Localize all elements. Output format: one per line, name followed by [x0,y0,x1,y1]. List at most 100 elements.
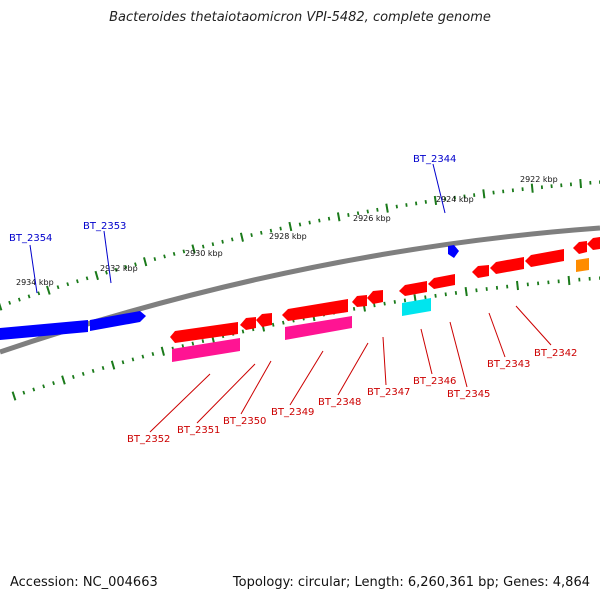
outer-track-minor-tick [27,294,31,299]
outer-track-minor-tick [56,285,60,290]
gene-bt-2346-arrow[interactable] [399,281,427,296]
gene-small-arrow-right[interactable] [573,241,587,254]
gene-bt-2342-arrow[interactable] [525,249,564,267]
genome-summary-text: Topology: circular; Length: 6,260,361 bp… [232,575,590,590]
label-line-bt-2353 [103,230,112,284]
inner-track-minor-tick [444,292,447,297]
scale-label: 2928 kbp [269,232,307,241]
inner-track-minor-tick [434,293,437,298]
outer-track-major-tick [385,203,389,213]
scale-labels: 2922 kbp 2924 kbp 2926 kbp 2928 kbp 2930 kbp… [16,175,558,287]
inner-track-minor-tick [42,384,46,389]
gene-label-bt-2349[interactable]: BT_2349 [271,407,314,418]
label-line-bt-2342 [515,305,552,346]
gene-bt-2346-secondary[interactable] [402,298,431,316]
outer-track-minor-tick [134,262,137,267]
gene-label-bt-2353[interactable]: BT_2353 [83,221,126,232]
outer-track-minor-tick [298,222,302,227]
gene-label-bt-2342[interactable]: BT_2342 [534,348,577,359]
outer-track-major-tick [143,257,148,267]
outer-track-minor-tick [230,237,234,242]
outer-track-minor-tick [85,276,89,281]
outer-track-minor-tick [211,242,215,247]
inner-track-major-tick [464,286,468,297]
outer-track-minor-tick [279,226,282,231]
gene-bt-2354-arrow[interactable] [0,320,88,340]
outer-track-major-tick [191,244,196,254]
label-line-bt-2346 [420,328,433,375]
inner-tick-track [11,275,600,401]
gene-label-bt-2346[interactable]: BT_2346 [413,376,456,387]
gene-bt-2349-arrow[interactable] [282,299,348,321]
outer-track-minor-tick [327,216,331,221]
outer-track-major-tick [288,221,293,232]
label-line-bt-2347 [382,336,387,386]
outer-track-minor-tick [260,230,263,235]
gene-bt-2353-arrow[interactable] [90,311,146,331]
outer-track-minor-tick [17,297,21,302]
inner-track-minor-tick [131,357,135,362]
inner-track-minor-tick [282,320,285,325]
outer-track-minor-tick [269,228,273,233]
label-line-bt-2348 [337,342,369,396]
label-line-bt-2349 [289,350,324,406]
outer-track-minor-tick [8,300,12,305]
outer-track-major-tick [239,232,244,242]
outer-track-minor-tick [37,291,41,296]
gene-bt-2352-secondary[interactable] [172,338,240,362]
gene-orange-block[interactable] [576,258,589,272]
gene-bt-2344-arrow[interactable] [448,245,459,258]
gene-bt-2343-arrow[interactable] [472,265,489,278]
outer-track-major-tick [579,179,582,189]
inner-track-major-tick [110,360,116,370]
gene-label-bt-2354[interactable]: BT_2354 [9,233,52,244]
gene-bt-2345-arrow[interactable] [428,274,455,289]
inner-track-major-tick [567,275,571,286]
label-line-bt-2344 [432,163,446,214]
outer-track-minor-tick [376,207,379,212]
gene-label-bt-2351[interactable]: BT_2351 [177,425,220,436]
gene-label-bt-2345[interactable]: BT_2345 [447,389,490,400]
gene-label-bt-2347[interactable]: BT_2347 [367,387,410,398]
scale-label: 2932 kbp [100,264,138,273]
gene-label-bt-2343[interactable]: BT_2343 [487,359,530,370]
gene-label-bt-2352[interactable]: BT_2352 [127,434,170,445]
scale-label: 2930 kbp [185,249,223,258]
gene-bt-2349-secondary[interactable] [285,316,352,340]
gene-bt-2343-b-arrow[interactable] [490,257,524,274]
inner-track-minor-tick [271,322,275,327]
outer-track-major-tick [482,189,486,199]
gene-label-bt-2344[interactable]: BT_2344 [413,154,456,165]
outer-track-minor-tick [308,220,311,225]
gene-bt-2354[interactable] [0,320,88,340]
inner-track-minor-tick [32,387,36,392]
gene-edge-arrow-right[interactable] [587,237,600,250]
gene-label-bt-2350[interactable]: BT_2350 [223,416,266,427]
outer-track-minor-tick [492,190,495,195]
gene-bt-2353[interactable] [90,311,146,331]
gene-bt-2344[interactable] [448,245,459,258]
label-line-bt-2354 [29,244,38,294]
gene-label-bt-2348[interactable]: BT_2348 [318,397,361,408]
outer-track-minor-tick [444,197,447,201]
outer-track-major-tick [94,270,99,281]
inner-track-minor-tick [91,368,95,373]
gene-bt-2351-arrow[interactable] [240,317,256,330]
inner-track-minor-tick [201,339,205,344]
outer-track-minor-tick [453,195,456,200]
outer-track-minor-tick [366,209,369,214]
inner-track-minor-tick [81,371,85,376]
gene-bt-2347-arrow[interactable] [367,290,383,304]
outer-track-minor-tick [221,239,224,244]
gene-bt-2352-arrow[interactable] [170,322,238,343]
gene-bt-2348-arrow[interactable] [352,295,367,307]
inner-track-minor-tick [393,300,396,304]
genome-title: Bacteroides thetaiotaomicron VPI-5482, c… [109,10,491,25]
inner-track-major-tick [11,391,17,401]
gene-bt-2350-arrow[interactable] [256,313,272,327]
scale-label: 2934 kbp [16,278,54,287]
outer-track-major-tick [46,285,51,295]
outer-track-minor-tick [424,199,427,204]
